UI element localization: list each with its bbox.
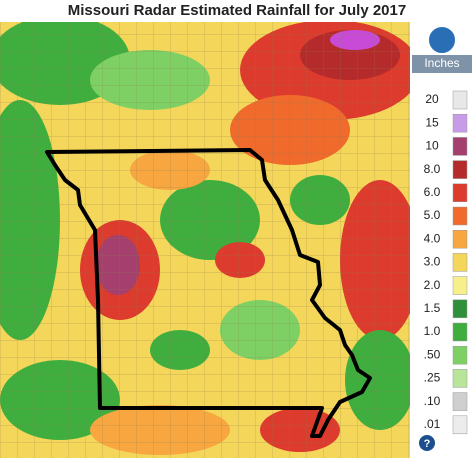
- legend: 20 15 10 8.0 6.0 5.0 4.0 3.0 2.0 1.5 1.0 .50 .25 .10.…: [424, 90, 468, 435]
- legend-swatch: [452, 299, 468, 319]
- legend-swatch: [452, 253, 468, 272]
- legend-label: .50: [424, 347, 441, 361]
- help-icon[interactable]: ?: [424, 438, 431, 450]
- title-bar: [0, 0, 474, 22]
- legend-label: 1.0: [424, 324, 441, 338]
- missouri-outline: [45, 148, 372, 438]
- legend-label: 15: [425, 115, 439, 129]
- legend-label: 5.0: [424, 208, 441, 222]
- legend-swatch: [452, 206, 468, 226]
- legend-header: [412, 55, 472, 73]
- legend-swatch: [452, 90, 468, 110]
- county-grid: [0, 22, 410, 458]
- legend-unit: Inches: [424, 56, 459, 70]
- legend-label: 3.0: [424, 255, 441, 269]
- legend-swatch: [452, 415, 468, 435]
- legend-label: 8.0: [424, 162, 441, 176]
- help-button[interactable]: [419, 435, 435, 451]
- map-title: Missouri Radar Estimated Rainfall for Ju…: [68, 2, 406, 19]
- legend-swatch: [452, 229, 468, 249]
- legend-label: .25: [424, 371, 441, 385]
- legend-swatch: [452, 369, 468, 388]
- agency-logo: [427, 25, 457, 55]
- legend-label: 4.0: [424, 231, 441, 245]
- legend-swatch: [452, 322, 468, 342]
- legend-label: .01: [424, 417, 441, 431]
- legend-swatch: [452, 276, 468, 295]
- legend-swatch: [452, 137, 468, 156]
- legend-swatch: [452, 183, 468, 203]
- legend-swatch: [452, 345, 468, 365]
- legend-swatch: [452, 113, 468, 133]
- map: [0, 22, 410, 458]
- legend-label: 10: [425, 139, 439, 153]
- legend-swatch: [452, 392, 468, 411]
- legend-label: 1.5: [424, 301, 441, 315]
- legend-label: .10: [424, 394, 441, 408]
- legend-label: 2.0: [424, 278, 441, 292]
- legend-label: 20: [425, 92, 439, 106]
- legend-label: 6.0: [424, 185, 441, 199]
- legend-swatch: [452, 160, 468, 179]
